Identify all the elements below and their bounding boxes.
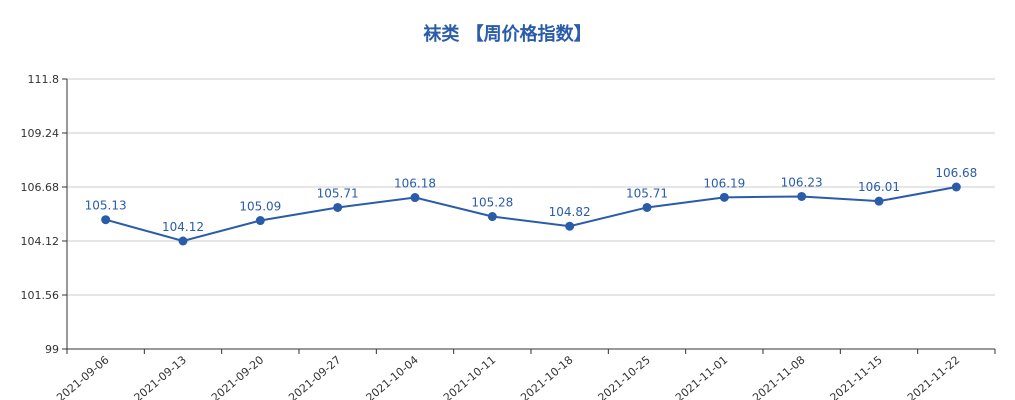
data-label: 105.71 (626, 186, 668, 200)
y-tick-label: 99 (45, 343, 59, 356)
data-label: 106.23 (781, 175, 823, 189)
data-label: 106.19 (703, 176, 745, 190)
chart-title: 袜类 【周价格指数】 (423, 24, 592, 45)
x-tick-label: 2021-10-18 (518, 353, 575, 400)
data-point (719, 192, 729, 202)
data-point (487, 212, 497, 222)
data-point (874, 196, 884, 206)
x-tick-label: 2021-10-25 (596, 353, 653, 400)
y-tick-label: 111.8 (28, 73, 60, 86)
data-label: 104.82 (549, 205, 591, 219)
x-tick-label: 2021-11-01 (673, 353, 730, 400)
data-label: 105.71 (317, 186, 359, 200)
x-tick-label: 2021-11-08 (750, 353, 807, 400)
data-point (951, 182, 961, 192)
y-tick-label: 109.24 (21, 127, 60, 140)
data-label: 105.13 (85, 199, 127, 213)
series-line (105, 186, 957, 243)
data-label: 106.18 (394, 177, 436, 191)
x-tick-label: 2021-11-15 (828, 353, 885, 400)
x-tick-label: 2021-09-27 (286, 353, 343, 400)
y-tick-label: 106.68 (21, 181, 60, 194)
data-label: 105.28 (471, 196, 513, 210)
data-label: 106.68 (935, 166, 977, 180)
x-tick-label: 2021-09-20 (209, 353, 266, 400)
data-point (333, 202, 343, 212)
data-label: 104.12 (162, 220, 204, 234)
data-point (410, 193, 420, 203)
y-tick-label: 104.12 (21, 235, 60, 248)
x-tick-label: 2021-11-22 (905, 353, 962, 400)
x-tick-label: 2021-10-11 (441, 353, 498, 400)
data-point (101, 215, 111, 225)
data-point (255, 216, 265, 226)
data-point (565, 221, 575, 231)
data-label: 105.09 (239, 200, 281, 214)
data-point (642, 202, 652, 212)
x-tick-label: 2021-09-13 (132, 353, 189, 400)
y-tick-label: 101.56 (21, 289, 60, 302)
x-tick-label: 2021-10-04 (364, 353, 421, 400)
data-label: 106.01 (858, 180, 900, 194)
data-point (797, 191, 807, 201)
data-point (178, 236, 188, 246)
x-tick-label: 2021-09-06 (54, 353, 111, 400)
